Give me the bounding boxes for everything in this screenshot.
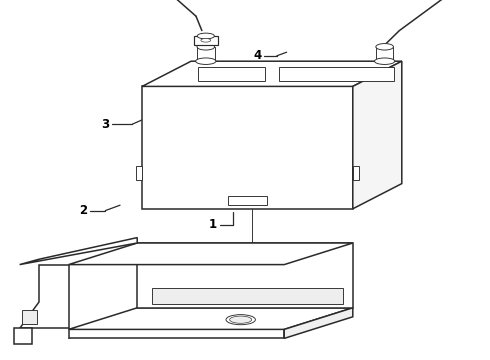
Polygon shape (14, 328, 32, 344)
Bar (228, 196, 267, 205)
Ellipse shape (201, 39, 211, 42)
Ellipse shape (196, 58, 216, 64)
Ellipse shape (197, 44, 215, 50)
Polygon shape (279, 67, 394, 81)
Text: 4: 4 (253, 49, 261, 62)
Bar (353, 166, 359, 180)
Text: 3: 3 (101, 118, 109, 131)
Polygon shape (69, 243, 353, 265)
Bar (197, 47, 215, 61)
Ellipse shape (374, 58, 395, 64)
Polygon shape (69, 329, 284, 338)
Polygon shape (284, 308, 353, 338)
Bar (376, 47, 393, 61)
Text: 1: 1 (209, 219, 217, 231)
Polygon shape (69, 308, 353, 329)
Polygon shape (20, 238, 137, 265)
Polygon shape (353, 61, 402, 209)
Polygon shape (137, 243, 353, 308)
Polygon shape (142, 61, 402, 86)
Polygon shape (198, 67, 265, 81)
Ellipse shape (376, 44, 393, 50)
Polygon shape (152, 288, 343, 304)
Bar (194, 36, 218, 45)
Bar (136, 166, 142, 180)
Text: 2: 2 (79, 204, 87, 217)
Polygon shape (142, 86, 353, 209)
Ellipse shape (197, 33, 215, 39)
Ellipse shape (226, 315, 255, 325)
Bar (22, 310, 37, 324)
Polygon shape (20, 265, 69, 328)
Ellipse shape (230, 316, 252, 323)
